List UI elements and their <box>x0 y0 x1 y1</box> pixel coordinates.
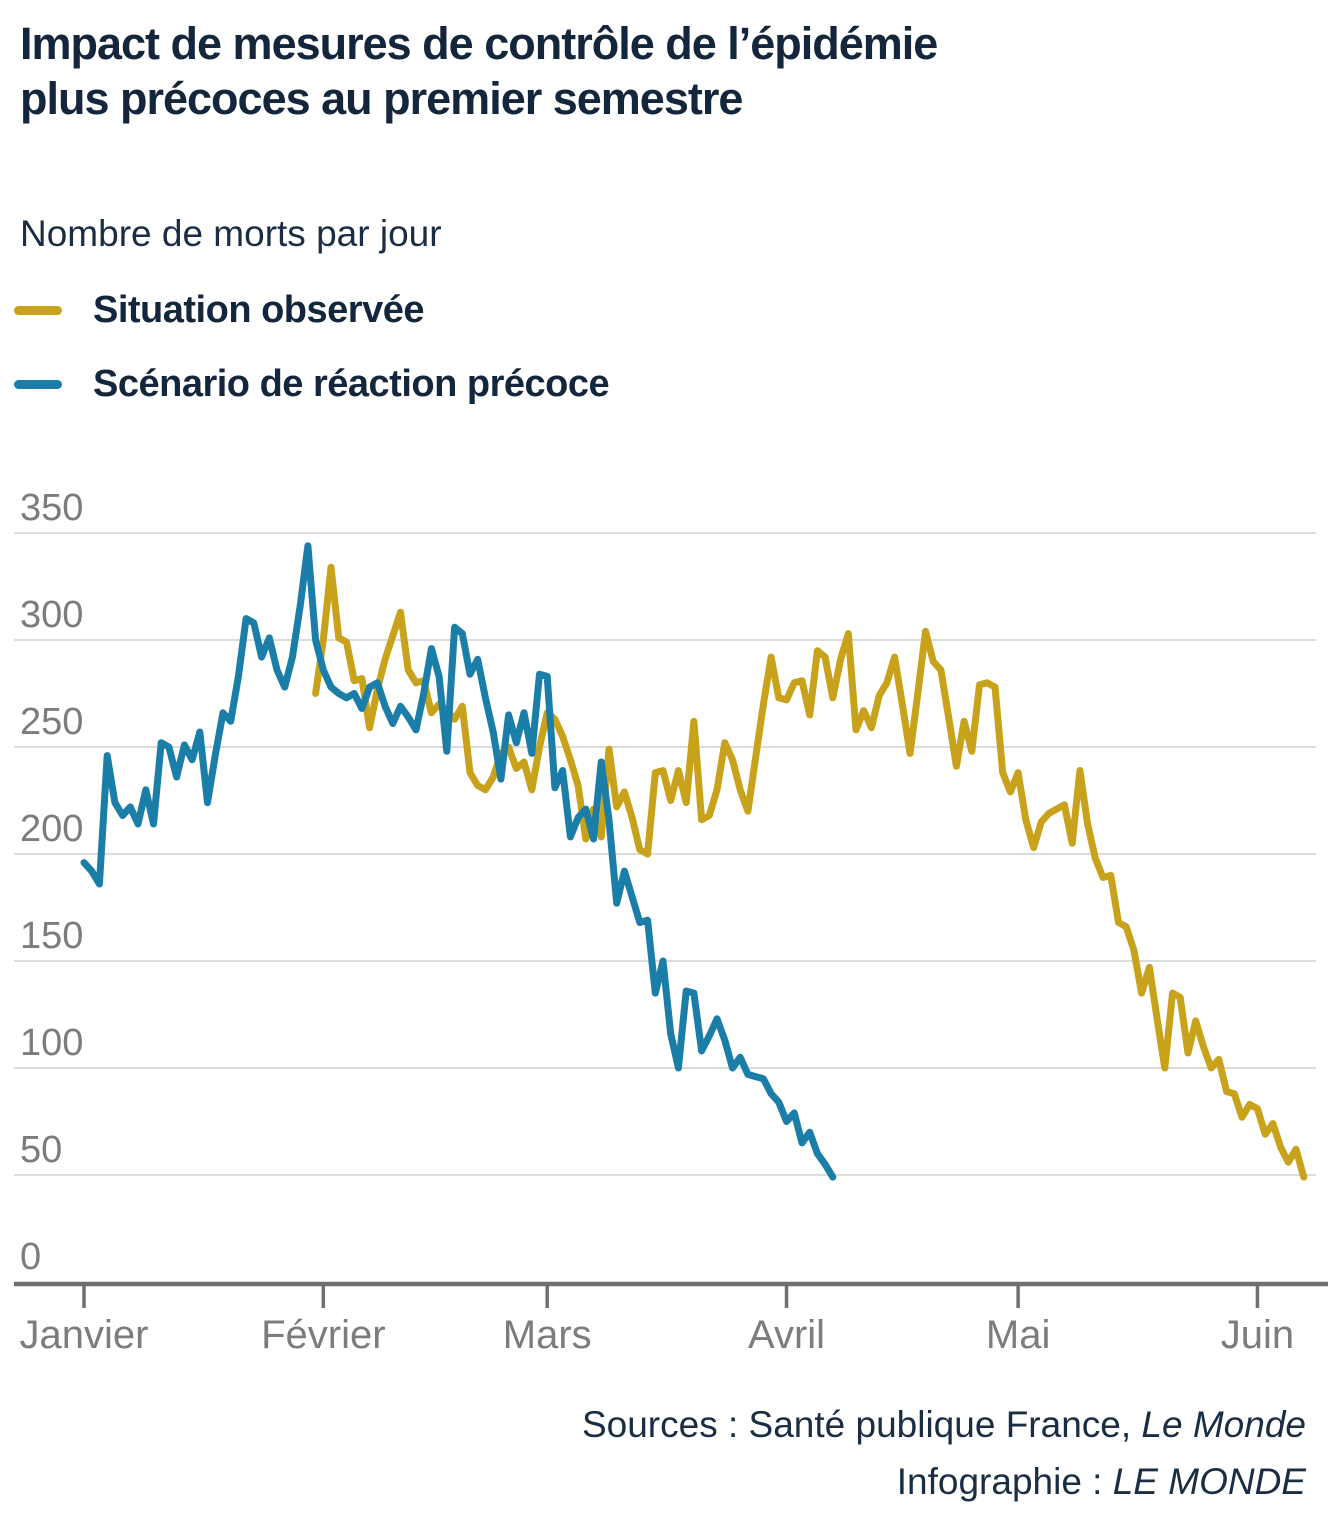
x-tick-label: Février <box>261 1313 385 1357</box>
observed-line-swatch-icon <box>14 305 62 315</box>
x-tick-label: Mars <box>503 1313 592 1357</box>
legend: Situation observée Scénario de réaction … <box>14 287 610 435</box>
y-tick-label: 0 <box>20 1236 41 1278</box>
scenario-line-swatch-icon <box>14 379 62 389</box>
sources-prefix: Sources : Santé publique France, <box>581 1404 1142 1445</box>
y-tick-label: 250 <box>20 701 83 743</box>
footer-credits: Sources : Santé publique France, Le Mond… <box>582 1396 1306 1511</box>
y-tick-label: 200 <box>20 808 83 850</box>
axis-unit-label: Nombre de morts par jour <box>20 213 442 254</box>
legend-label-scenario: Scénario de réaction précoce <box>93 362 610 405</box>
legend-item-observed: Situation observée <box>14 287 609 333</box>
x-tick-label: Avril <box>748 1313 825 1357</box>
sources-italic: Le Monde <box>1141 1404 1306 1445</box>
x-tick-label: Juin <box>1221 1313 1294 1357</box>
y-tick-label: 50 <box>20 1129 62 1171</box>
page-title-line2: plus précoces au premier semestre <box>20 73 743 125</box>
infographie-prefix: Infographie : <box>896 1461 1113 1503</box>
infographie-line: Infographie : LE MONDE <box>582 1453 1306 1510</box>
page-title: Impact de mesures de contrôle de l’épidé… <box>20 16 938 127</box>
legend-label-observed: Situation observée <box>93 288 424 331</box>
sources-line: Sources : Santé publique France, Le Mond… <box>582 1396 1306 1453</box>
y-tick-label: 100 <box>20 1022 83 1064</box>
scenario-line <box>80 542 837 1181</box>
y-tick-label: 300 <box>20 594 83 636</box>
y-tick-label: 350 <box>20 487 83 529</box>
page-title-line1: Impact de mesures de contrôle de l’épidé… <box>20 18 938 69</box>
y-tick-label: 150 <box>20 915 83 957</box>
legend-item-scenario: Scénario de réaction précoce <box>14 361 610 407</box>
infographie-italic: LE MONDE <box>1112 1461 1306 1503</box>
x-tick-label: Mai <box>986 1313 1050 1357</box>
x-tick-label: Janvier <box>20 1313 149 1357</box>
observed-line <box>312 563 1308 1181</box>
